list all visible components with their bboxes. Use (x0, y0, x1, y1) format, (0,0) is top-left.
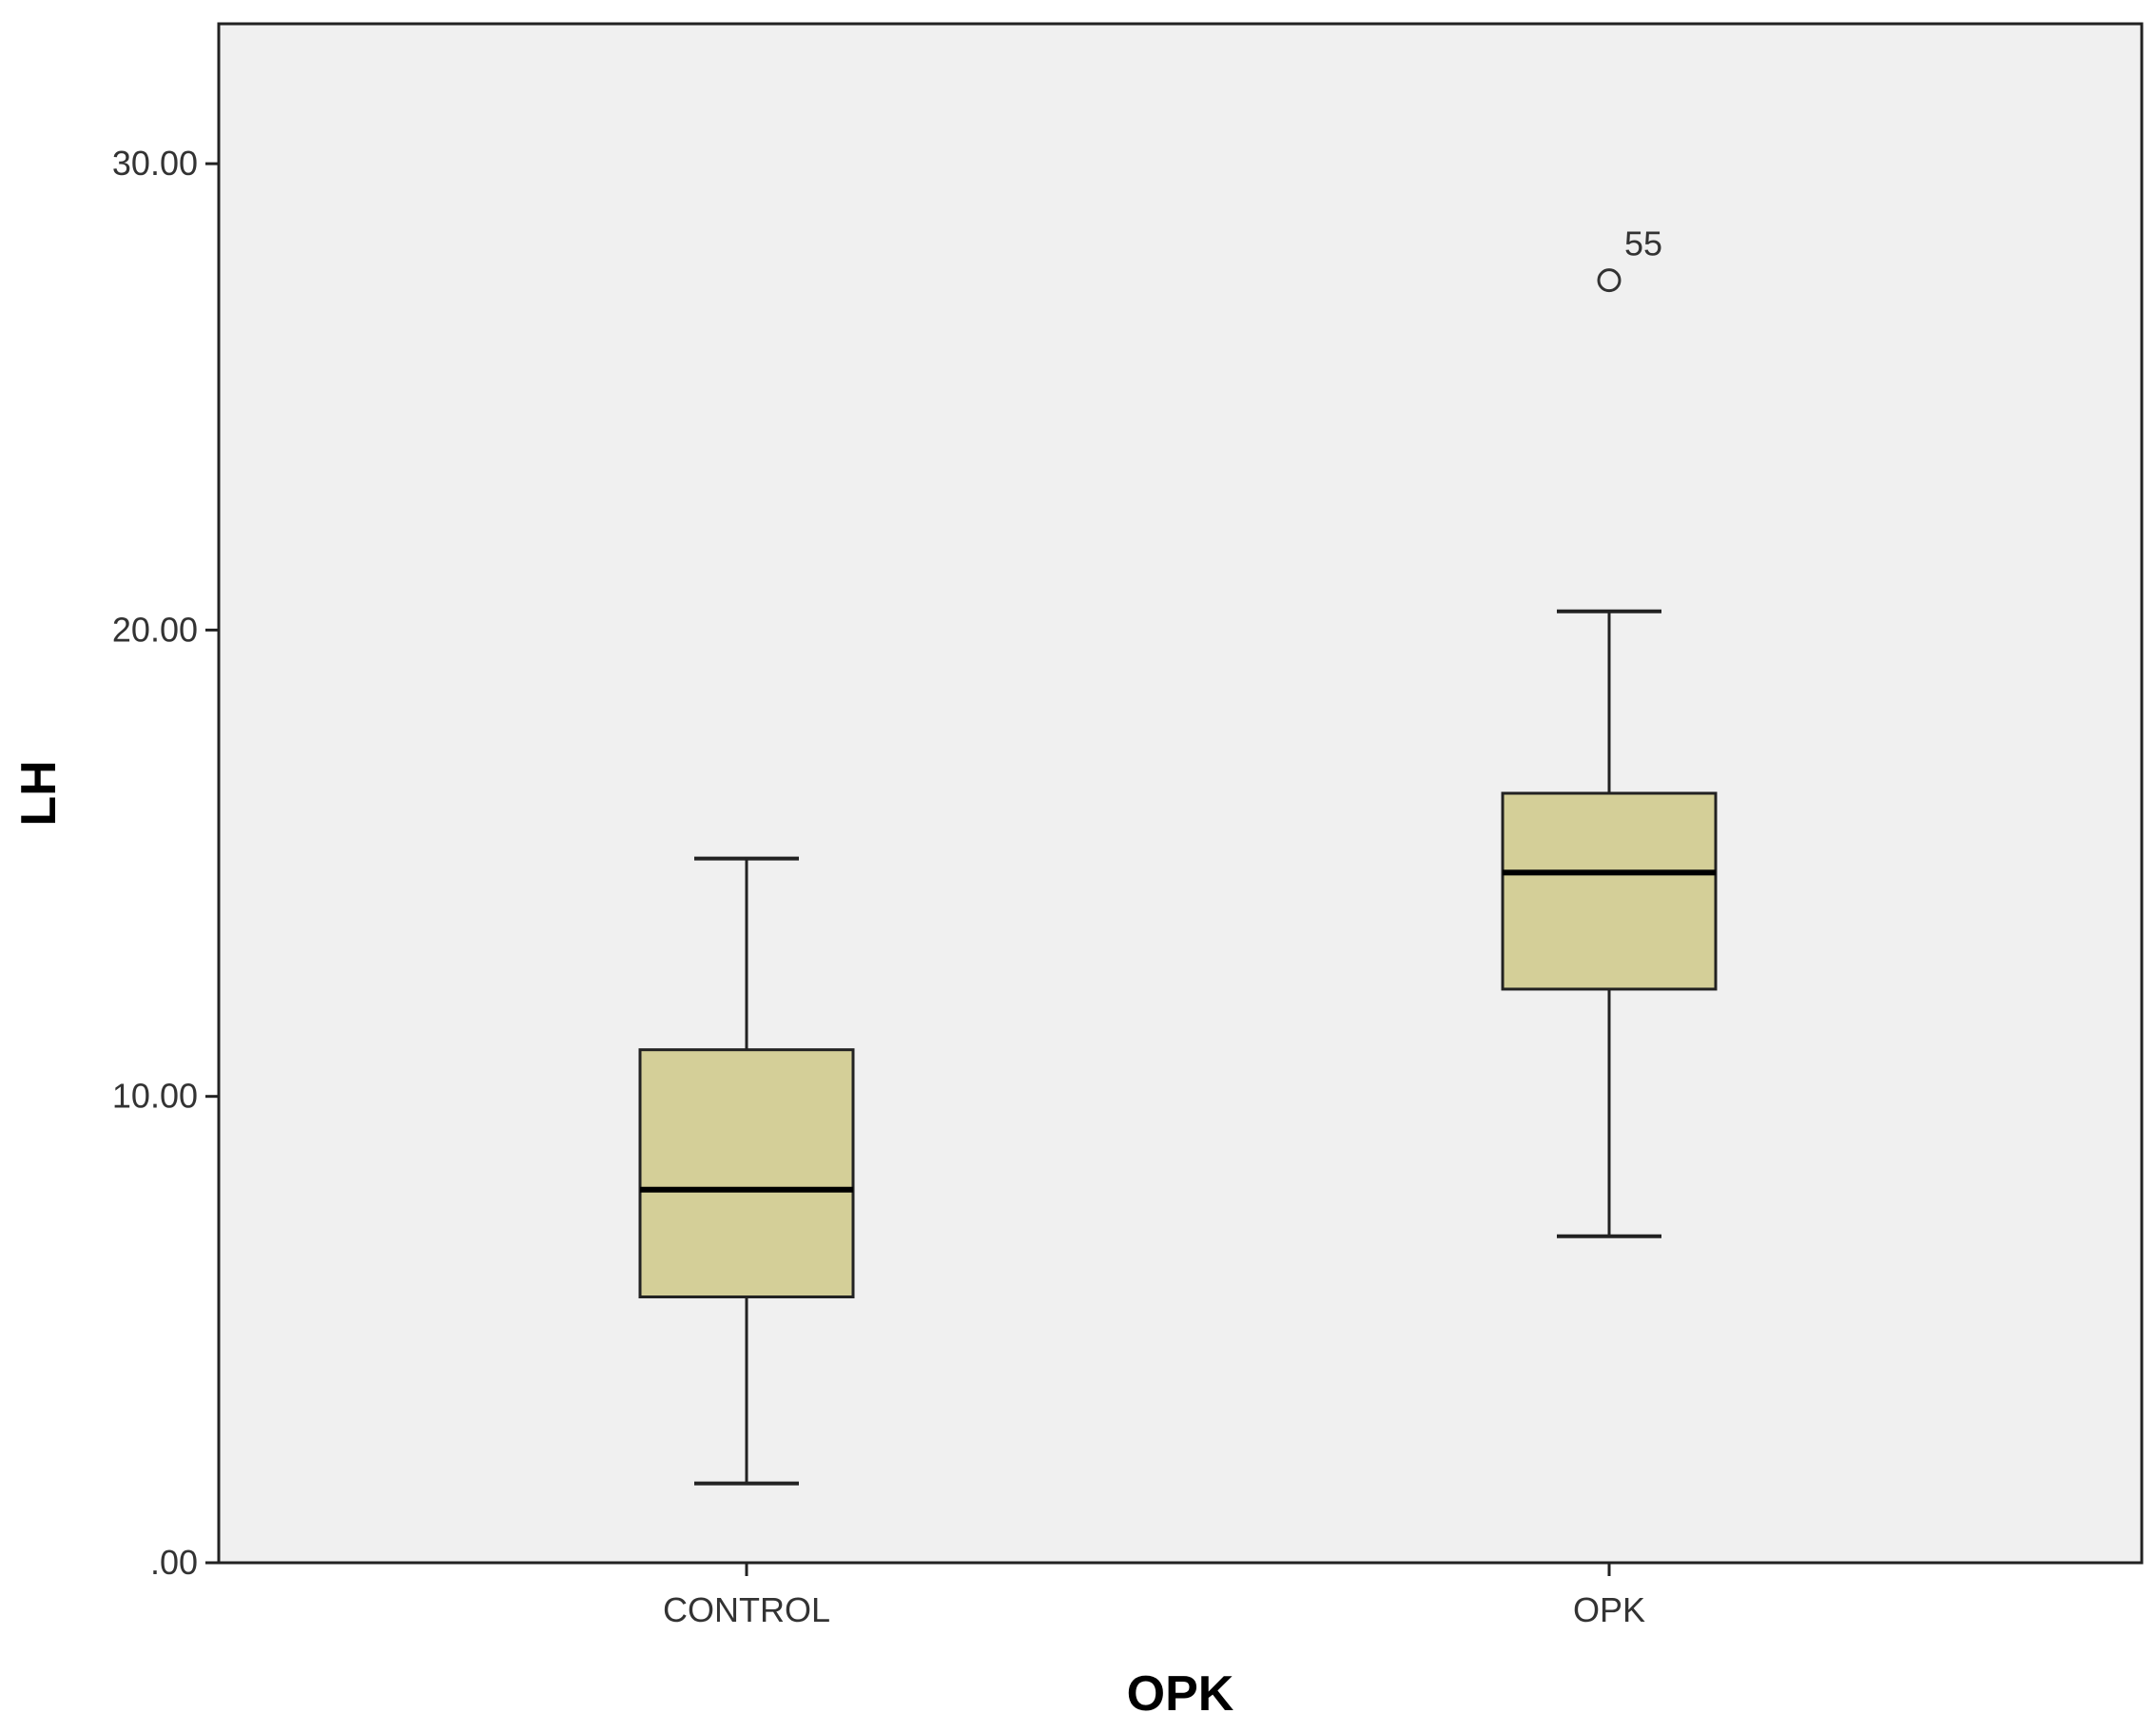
iqr-box (1501, 791, 1718, 991)
y-tick-label: .00 (150, 1543, 198, 1582)
x-tick-label: OPK (1573, 1590, 1645, 1629)
box-control (638, 856, 855, 1486)
outlier-point (1597, 268, 1622, 293)
x-axis: CONTROL OPK (663, 1563, 1645, 1629)
box-series: 55 (638, 224, 1718, 1486)
box-opk: 55 (1501, 224, 1718, 1238)
y-axis: .00 10.00 20.00 30.00 (112, 144, 219, 1582)
iqr-box (638, 1048, 855, 1299)
outlier-label: 55 (1624, 224, 1662, 263)
x-tick-label: CONTROL (663, 1590, 830, 1629)
plot-area (217, 22, 2144, 1565)
y-tick-label: 20.00 (112, 610, 198, 649)
y-tick-label: 30.00 (112, 144, 198, 183)
x-axis-title: OPK (1127, 1666, 1234, 1722)
y-axis-title: LH (11, 760, 67, 826)
y-tick-label: 10.00 (112, 1077, 198, 1116)
